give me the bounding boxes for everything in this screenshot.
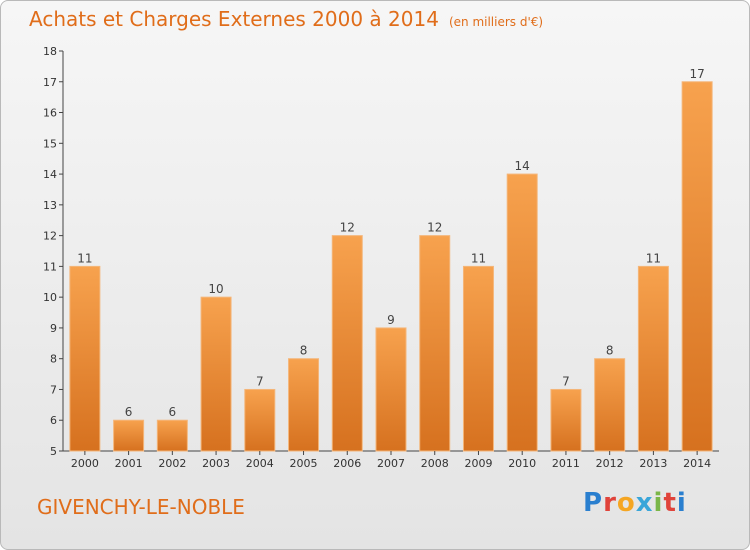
logo-letter: x [635, 488, 654, 518]
x-tick-label: 2008 [421, 457, 449, 470]
y-tick-label: 8 [50, 353, 57, 366]
data-label: 11 [77, 251, 92, 265]
bar [681, 81, 713, 452]
bar [506, 173, 538, 452]
x-tick-label: 2012 [596, 457, 624, 470]
data-label: 12 [340, 221, 355, 235]
bar [550, 388, 582, 452]
bar [462, 265, 494, 452]
x-tick-label: 2004 [246, 457, 274, 470]
bar [375, 327, 407, 452]
bar [594, 358, 626, 452]
data-label: 14 [515, 159, 530, 173]
logo-letter: P [583, 488, 604, 518]
logo-letter: i [653, 488, 664, 518]
x-tick-label: 2001 [115, 457, 143, 470]
y-tick-label: 14 [43, 168, 57, 181]
unit-label: (en milliers d'€) [448, 15, 544, 29]
y-tick-label: 9 [50, 322, 57, 335]
x-tick-label: 2005 [290, 457, 318, 470]
x-tick-label: 2011 [552, 457, 580, 470]
bar [156, 419, 188, 452]
logo-letter: i [676, 488, 687, 518]
bar [200, 296, 232, 452]
x-tick-label: 2002 [158, 457, 186, 470]
x-tick-label: 2009 [464, 457, 492, 470]
chart-title: Achats et Charges Externes 2000 à 2014 (e… [29, 7, 543, 31]
proxiti-logo[interactable]: Proxiti [583, 488, 687, 518]
data-label: 6 [125, 405, 133, 419]
commune-name: GIVENCHY-LE-NOBLE [37, 495, 245, 519]
y-tick-label: 12 [43, 230, 57, 243]
data-label: 11 [471, 251, 486, 265]
bar [244, 388, 276, 452]
y-tick-label: 16 [43, 107, 57, 120]
logo-letter: o [616, 488, 636, 518]
x-tick-label: 2010 [508, 457, 536, 470]
data-label: 10 [208, 282, 223, 296]
x-tick-label: 2013 [639, 457, 667, 470]
x-tick-label: 2007 [377, 457, 405, 470]
data-label: 9 [387, 313, 395, 327]
data-label: 7 [256, 374, 264, 388]
data-label: 12 [427, 221, 442, 235]
data-label: 17 [689, 67, 704, 81]
x-tick-label: 2003 [202, 457, 230, 470]
x-tick-label: 2000 [71, 457, 99, 470]
y-tick-label: 7 [50, 383, 57, 396]
data-label: 7 [562, 374, 570, 388]
y-tick-label: 18 [43, 45, 57, 58]
title-text: Achats et Charges Externes 2000 à 2014 [29, 7, 439, 31]
y-tick-label: 15 [43, 137, 57, 150]
y-tick-label: 6 [50, 414, 57, 427]
bar [69, 265, 101, 452]
bar [288, 358, 320, 452]
y-tick-label: 5 [50, 445, 57, 458]
data-label: 8 [300, 344, 308, 358]
bar [419, 235, 451, 452]
bar [113, 419, 145, 452]
logo-letter: t [663, 488, 677, 518]
y-tick-label: 17 [43, 76, 57, 89]
data-label: 8 [606, 344, 614, 358]
bar [331, 235, 363, 452]
bar [637, 265, 669, 452]
x-tick-label: 2006 [333, 457, 361, 470]
data-label: 6 [169, 405, 177, 419]
y-tick-label: 13 [43, 199, 57, 212]
y-tick-label: 10 [43, 291, 57, 304]
y-tick-label: 11 [43, 260, 57, 273]
x-tick-label: 2014 [683, 457, 711, 470]
logo-letter: r [603, 488, 617, 518]
data-label: 11 [646, 251, 661, 265]
